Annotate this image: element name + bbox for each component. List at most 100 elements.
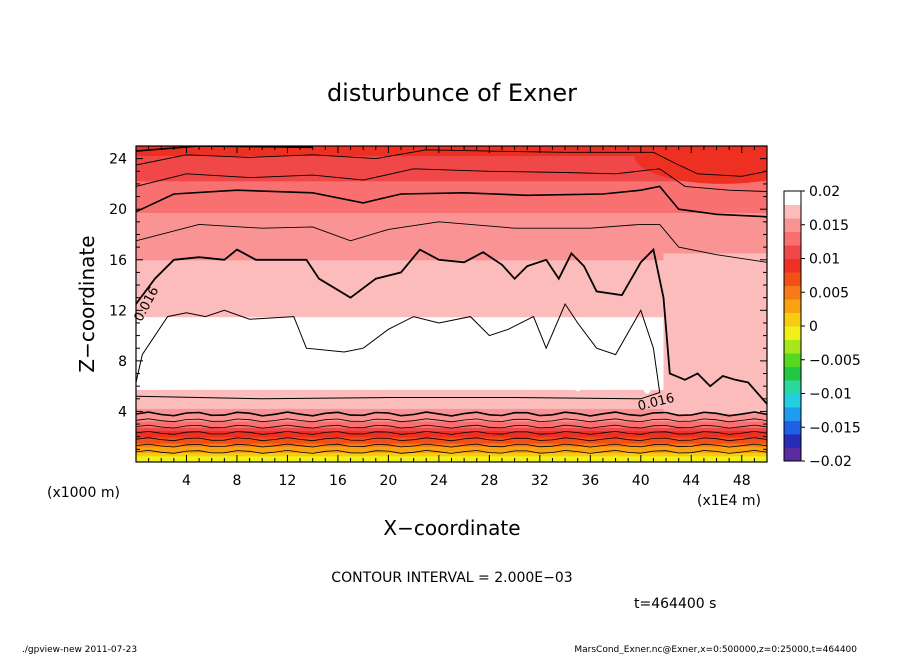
field-band [136,237,767,242]
field-band [136,281,767,286]
colorbar-swatch [784,272,801,286]
colorbar-label: 0.02 [809,184,840,200]
field-band [136,316,767,321]
top-right-low-core [659,146,767,174]
field-band [136,443,767,447]
field-band [136,354,767,359]
field-band [136,398,767,403]
field-band [136,360,767,365]
contour-line [136,430,767,435]
colorbar-swatch [784,407,801,421]
field-band [136,338,767,343]
y-tick-label: 12 [109,303,127,319]
footer-left: ./gpview-new 2011-07-23 [22,645,137,654]
field-band [136,408,767,413]
field-band [136,193,767,198]
chart-title: disturbunce of Exner [327,79,577,107]
time-label: t=464400 s [634,596,716,612]
field-band [136,357,767,362]
x-tick-label: 48 [733,473,751,489]
colorbar-swatch [784,420,801,435]
field-band [136,250,767,255]
field-band [136,199,767,204]
colorbar-label: 0.01 [809,252,840,268]
x-tick-label: 40 [632,473,650,489]
field-band [136,420,767,425]
x-tick-label: 24 [430,473,448,489]
x-tick-label: 32 [531,473,549,489]
contour-line [136,302,661,400]
field-band [136,364,767,368]
field-band [136,285,767,289]
maximum-core [291,363,309,387]
field-band [136,446,767,450]
colorbar-swatch [784,218,801,232]
contour-line [136,418,767,423]
maximum-core [640,353,654,394]
x-tick-label: 8 [232,473,241,489]
field-band [136,386,767,390]
colorbar-swatch [784,353,801,367]
maximum-core [522,363,538,389]
field-band [136,247,767,251]
field-band [136,332,767,337]
field-band [136,291,767,296]
field-band [136,161,767,166]
y-tick-label: 4 [118,404,127,420]
field-band [136,430,767,435]
colorbar-label: −0.02 [809,454,852,470]
field-band [136,180,767,185]
x-axis-unit-label-right: (x1E4 m) [697,493,761,509]
field-band [136,449,767,454]
maximum-core [161,364,192,388]
y-tick-label: 16 [109,253,127,269]
maximum-core [489,364,505,388]
field-band [136,215,767,220]
colorbar-swatch [784,366,801,381]
field-band [136,171,767,176]
x-tick-label: 4 [182,473,191,489]
colorbar-swatch [784,339,801,354]
x-tick-label: 36 [581,473,599,489]
colorbar-swatch [784,312,801,327]
field-band [136,275,767,280]
colorbar-swatch [784,204,801,219]
colorbar-label: −0.005 [809,353,861,369]
field-band [136,164,767,169]
y-tick-label: 20 [109,202,127,218]
field-band [136,294,767,299]
colorbar-label: 0 [809,319,818,335]
field-band [136,266,767,270]
field-features [161,146,767,414]
y-axis: 4 8 12 16 20 24 [109,152,767,450]
field-band [136,149,767,153]
field-band [136,329,767,334]
field-band [136,202,767,207]
field-band [136,196,767,201]
x-axis-label: X−coordinate [383,516,520,540]
colorbar-swatch [784,447,801,462]
contour-interval-text: CONTOUR INTERVAL = 2.000E−03 [331,570,572,586]
field-band [136,313,767,318]
colorbar-swatch [784,434,801,448]
colorbar-swatch [784,245,801,259]
x-tick-label: 28 [480,473,498,489]
contour-line-thick [136,247,767,405]
field-band [136,345,767,349]
contour-line [136,168,767,192]
y-tick-label: 24 [109,152,127,168]
field-band [136,288,767,292]
field-band [136,439,767,444]
plot-area [136,146,767,462]
x-tick-label: 20 [379,473,397,489]
field-band [136,228,767,232]
field-band [136,240,767,245]
field-band [136,158,767,163]
field-band [136,326,767,330]
colorbar-swatch [784,285,801,300]
right-region-upper [663,215,767,254]
colorbar: 0.02 0.015 0.01 0.005 0 −0.005 −0.01 −0.015 −0.0… [783,184,861,470]
field-band [136,335,767,340]
field-band [136,256,767,261]
maximum-core [392,365,400,387]
